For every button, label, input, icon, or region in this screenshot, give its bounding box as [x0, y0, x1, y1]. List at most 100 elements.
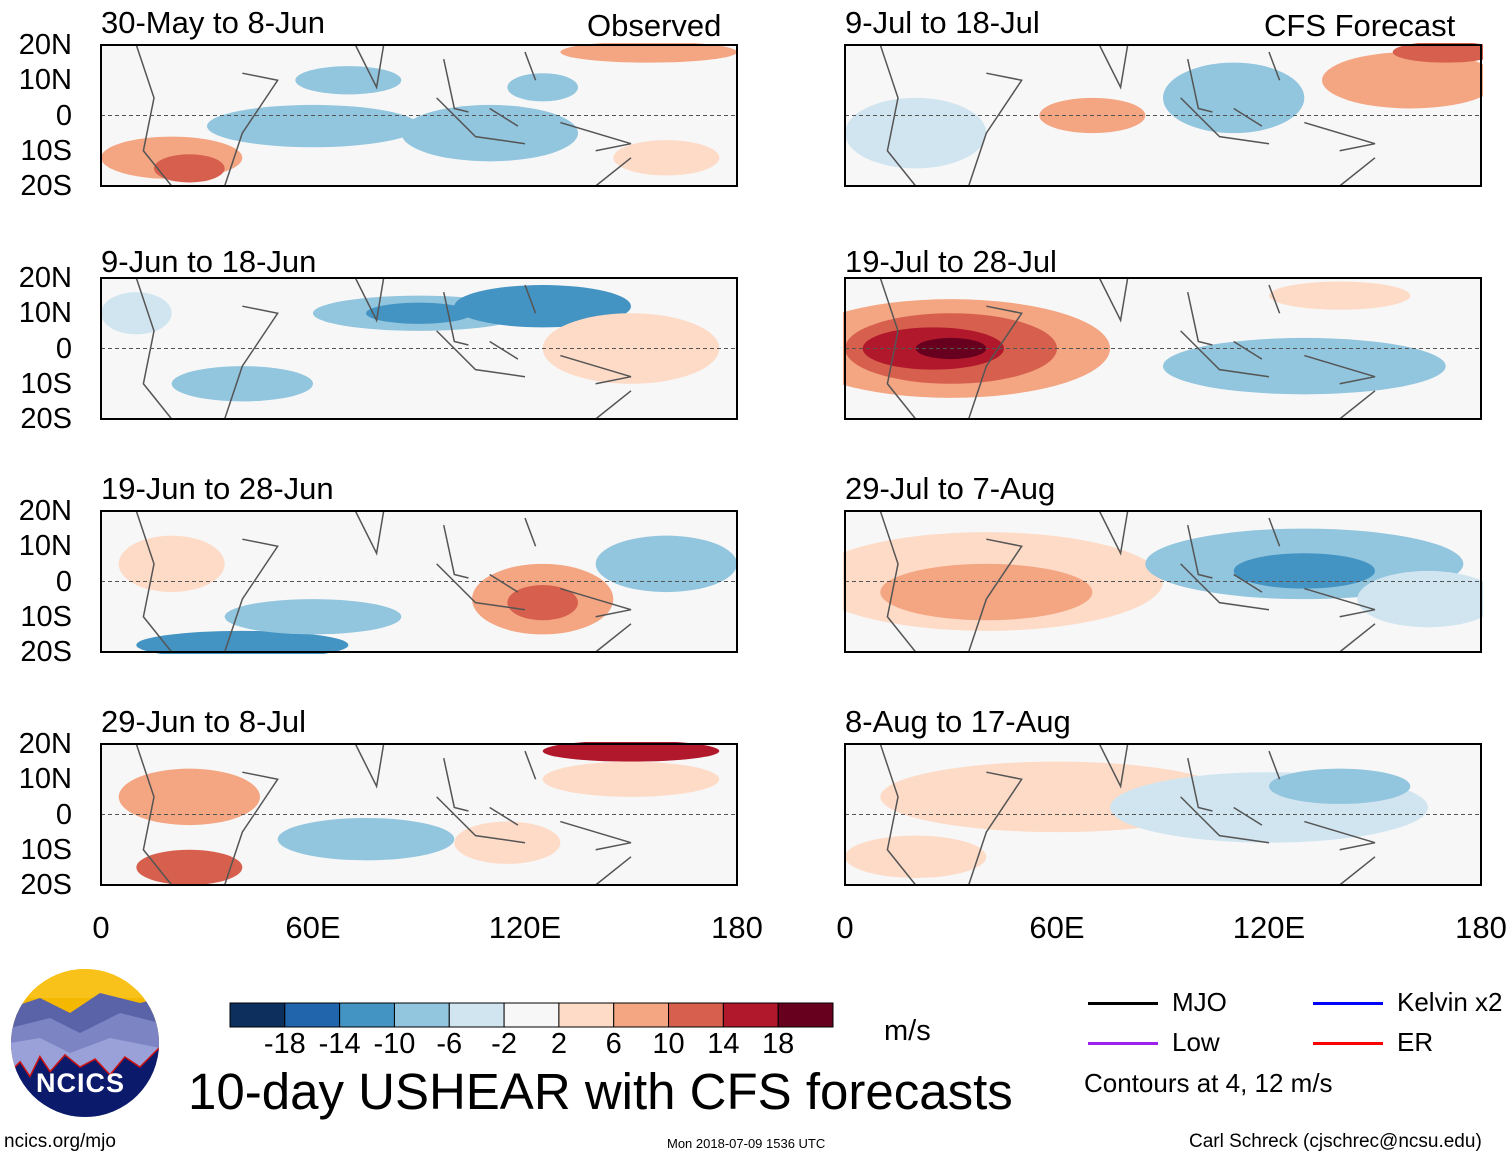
lon-tick-label: 0 [92, 910, 110, 945]
colorbar-label: -14 [318, 1028, 361, 1060]
lat-tick-label: 0 [55, 565, 72, 598]
panel-frame [100, 743, 738, 886]
shear-anomaly-area [1163, 62, 1305, 134]
colorbar-swatch [284, 1002, 341, 1028]
map-panel [843, 510, 1483, 653]
shear-anomaly-area [542, 313, 720, 384]
lat-tick-label: 20N [18, 262, 72, 294]
map-panel [844, 43, 1483, 187]
colorbar-swatch [229, 1002, 286, 1028]
footer-timestamp: Mon 2018-07-09 1536 UTC [667, 1136, 826, 1151]
lat-tick-label: 10S [20, 367, 72, 400]
lat-tick-label: 10N [18, 297, 72, 330]
legend-label: Kelvin x2 [1397, 987, 1503, 1017]
panel-title: 29-Jun to 8-Jul [101, 704, 307, 739]
colorbar-label: -6 [436, 1028, 463, 1060]
lat-tick-label: 20S [20, 636, 72, 668]
lat-tick-label: 10N [18, 530, 72, 563]
colorbar-swatch [668, 1002, 724, 1028]
map-panel [100, 43, 738, 187]
colorbar-units: m/s [884, 1015, 931, 1047]
panel-frame [844, 277, 1482, 420]
lat-tick-label: 20S [20, 869, 72, 901]
map-panel [843, 277, 1482, 420]
colorbar-swatch [558, 1002, 615, 1028]
lon-tick-label: 60E [285, 910, 341, 945]
panel-frame [100, 44, 738, 187]
shear-anomaly-area [118, 535, 225, 593]
legend-line-low [1088, 1042, 1158, 1045]
shear-anomaly-area [454, 821, 561, 864]
legend-label: Low [1172, 1027, 1220, 1057]
panel-title: 29-Jul to 7-Aug [845, 471, 1056, 506]
coastline [135, 510, 632, 653]
panel-title: 9-Jul to 18-Jul [845, 5, 1040, 40]
shear-anomaly-area [880, 563, 1093, 621]
lat-tick-label: 10S [20, 600, 72, 633]
colorbar-swatch [613, 1002, 670, 1028]
shear-anomaly-area [277, 818, 455, 861]
lat-tick-label: 20S [20, 403, 72, 435]
colorbar-label: -18 [263, 1028, 306, 1060]
coastline [135, 44, 632, 187]
legend-line-mjo [1088, 1002, 1158, 1005]
logo-text: NCICS [36, 1068, 126, 1098]
shear-anomaly-area [154, 154, 225, 183]
shear-anomaly-area [560, 43, 737, 63]
shear-anomaly-area [845, 97, 987, 169]
shear-anomaly-area [1357, 570, 1483, 628]
colorbar-swatch [448, 1002, 505, 1028]
lon-tick-label: 60E [1029, 910, 1085, 945]
footer-credit: Carl Schreck (cjschrec@ncsu.edu) [1189, 1131, 1482, 1152]
shear-anomaly-area [845, 835, 987, 878]
figure-title: 10-day USHEAR with CFS forecasts [188, 1063, 1013, 1120]
footer-url[interactable]: ncics.org/mjo [4, 1131, 116, 1152]
shear-anomaly-area [454, 285, 631, 328]
coastline [879, 44, 1376, 187]
colorbar-label: -2 [491, 1028, 517, 1060]
colorbar-label: -10 [373, 1028, 416, 1060]
panel-frame [100, 277, 738, 420]
shear-anomaly-area [171, 366, 313, 402]
lat-tick-label: 20N [18, 728, 72, 760]
lat-tick-label: 10N [18, 64, 72, 97]
shear-anomaly-area [507, 73, 578, 102]
shear-anomaly-area [136, 849, 243, 885]
map-panel [100, 742, 738, 886]
colorbar-label: 6 [605, 1028, 622, 1060]
colorbar-label: 10 [652, 1028, 685, 1060]
map-panel [100, 277, 738, 420]
coastline [879, 743, 1376, 886]
legend-line-kelvin [1313, 1002, 1383, 1005]
lat-tick-label: 10S [20, 833, 72, 866]
panel-frame [844, 743, 1482, 886]
map-panel [100, 510, 738, 654]
panel-title: 9-Jun to 18-Jun [101, 244, 317, 279]
colorbar [229, 1002, 834, 1028]
colorbar-label: 18 [762, 1028, 795, 1060]
lon-tick-label: 0 [836, 910, 854, 945]
colorbar-swatch [777, 1002, 834, 1028]
panel-title: 8-Aug to 17-Aug [845, 704, 1071, 739]
lon-tick-label: 180 [711, 910, 763, 945]
shear-anomaly-area [366, 302, 472, 324]
shear-anomaly-area [136, 630, 349, 654]
lon-tick-label: 120E [1232, 910, 1306, 945]
colorbar-swatch [339, 1002, 395, 1028]
lat-tick-label: 20N [18, 495, 72, 527]
legend-line-er [1313, 1042, 1383, 1045]
coastline [135, 743, 632, 886]
shear-anomaly-area [224, 599, 402, 635]
panel-frame [844, 44, 1482, 187]
colorbar-label: 14 [707, 1028, 740, 1060]
shear-anomaly-area [295, 66, 402, 95]
shear-anomaly-area [613, 140, 720, 176]
legend-label: MJO [1172, 987, 1227, 1017]
colorbar-swatch [722, 1002, 779, 1028]
lat-tick-label: 20S [20, 170, 72, 202]
lat-tick-label: 0 [55, 798, 72, 831]
legend-label: ER [1397, 1027, 1434, 1057]
shear-anomaly-area [542, 761, 720, 797]
coastline [879, 510, 1376, 653]
